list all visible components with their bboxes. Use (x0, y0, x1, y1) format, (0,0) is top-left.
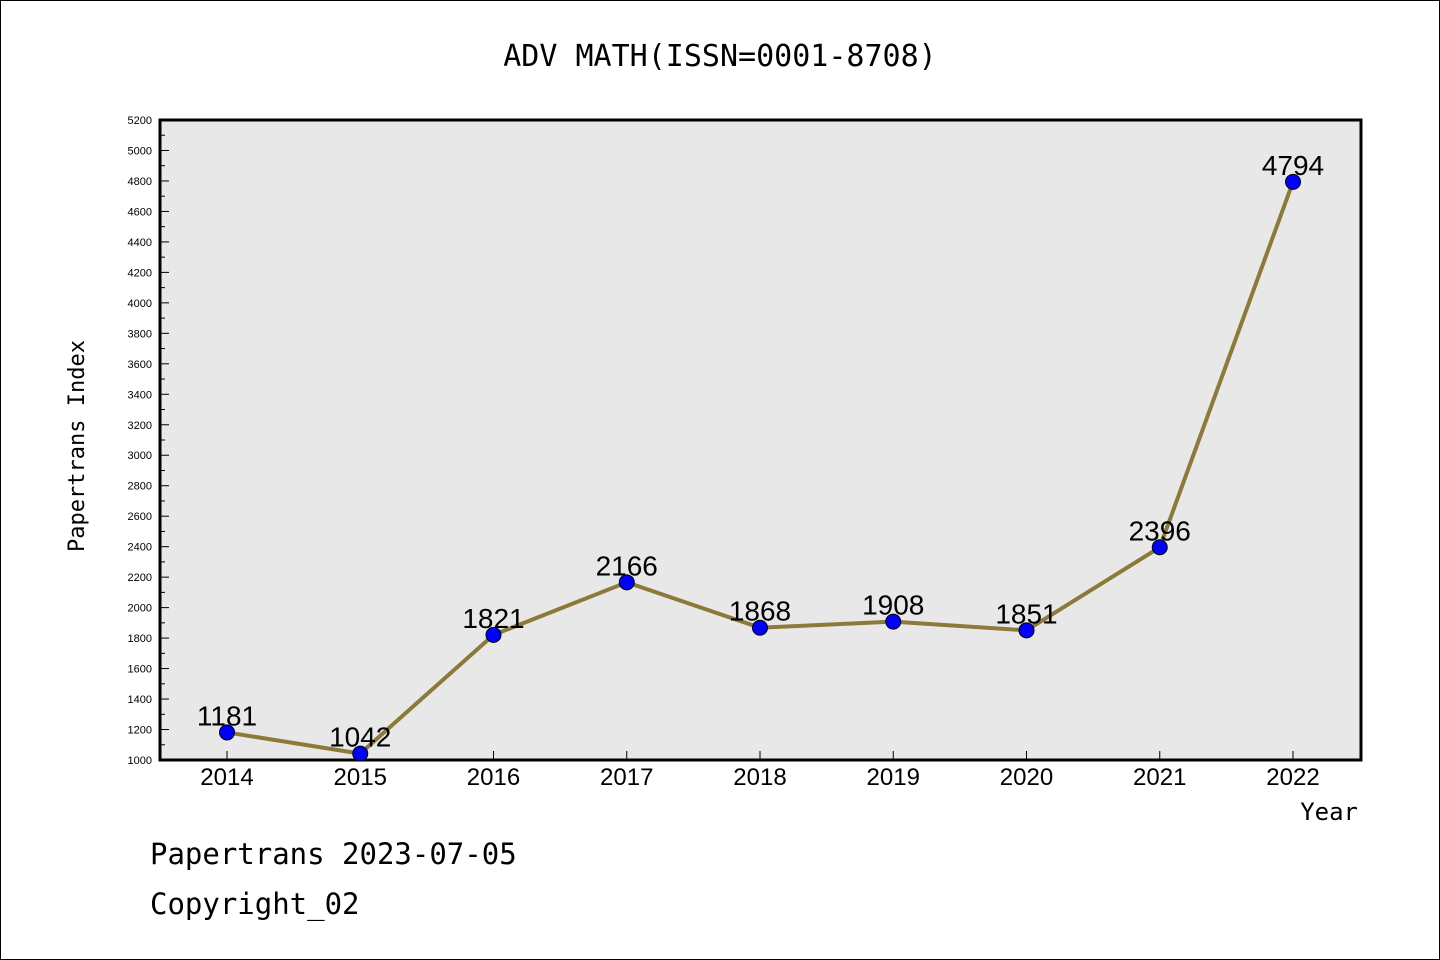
data-label: 4794 (1262, 150, 1324, 181)
y-tick-label: 1800 (128, 633, 152, 645)
y-tick-label: 5200 (128, 115, 152, 127)
data-label: 1868 (729, 596, 791, 627)
y-tick-label: 3600 (128, 359, 152, 371)
y-tick-label: 3000 (128, 450, 152, 462)
x-tick-label: 2019 (867, 764, 920, 791)
footer-date: Papertrans 2023-07-05 (150, 837, 517, 871)
x-tick-label: 2016 (467, 764, 520, 791)
y-tick-label: 2800 (128, 481, 152, 493)
x-tick-label: 2022 (1266, 764, 1319, 791)
data-point (618, 574, 635, 591)
y-tick-label: 3400 (128, 389, 152, 401)
y-tick-label: 2000 (128, 603, 152, 615)
y-tick-label: 5000 (128, 145, 152, 157)
x-tick-label: 2018 (733, 764, 786, 791)
x-tick-label: 2020 (1000, 764, 1053, 791)
x-tick-label: 2017 (600, 764, 653, 791)
data-point (885, 613, 902, 630)
y-tick-label: 4600 (128, 206, 152, 218)
x-axis-label: Year (1300, 798, 1358, 826)
y-tick-label: 2200 (128, 572, 152, 584)
y-axis-label: Papertrans Index (65, 340, 90, 552)
y-tick-label: 4400 (128, 237, 152, 249)
data-point (1285, 173, 1301, 190)
y-tick-label: 3800 (128, 328, 152, 340)
data-point (752, 619, 768, 636)
x-tick-label: 2021 (1133, 764, 1186, 791)
series-line (219, 173, 1301, 762)
x-tick-label: 2015 (334, 764, 387, 791)
data-point (485, 626, 502, 643)
data-label: 1181 (197, 700, 257, 731)
data-point (219, 724, 235, 741)
y-tick-label: 4200 (128, 267, 152, 279)
plot-area (158, 118, 1363, 762)
x-axis: 2014 2015 2016 2017 2018 2019 2020 2021 2022 (200, 751, 1320, 791)
y-tick-label: 2600 (128, 511, 152, 523)
y-axis: 1000 1200 1400 1600 1800 2000 2200 2400 2600 2800… (128, 115, 169, 767)
y-tick-label: 1000 (128, 755, 152, 767)
y-tick-label: 1200 (128, 725, 152, 737)
data-point (1151, 539, 1168, 556)
chart-title: ADV MATH(ISSN=0001-8708) (503, 39, 936, 74)
data-label: 1908 (862, 590, 924, 621)
y-tick-label: 2400 (128, 542, 152, 554)
y-tick-label: 4000 (128, 298, 152, 310)
y-tick-label: 1400 (128, 694, 152, 706)
data-point (1018, 622, 1035, 639)
y-tick-label: 1600 (128, 664, 152, 676)
data-labels: 1181 1042 1821 2166 1868 1908 1851 2396 4794 (197, 150, 1324, 753)
data-label: 1851 (995, 598, 1057, 629)
data-label: 1821 (462, 603, 524, 634)
x-tick-label: 2014 (200, 764, 253, 791)
y-tick-label: 4800 (128, 176, 152, 188)
data-point (352, 745, 369, 762)
y-tick-label: 3200 (128, 420, 152, 432)
data-label: 2396 (1129, 515, 1191, 546)
data-label: 1042 (329, 722, 391, 753)
data-label: 2166 (596, 550, 658, 581)
footer-copyright: Copyright_02 (150, 887, 360, 922)
